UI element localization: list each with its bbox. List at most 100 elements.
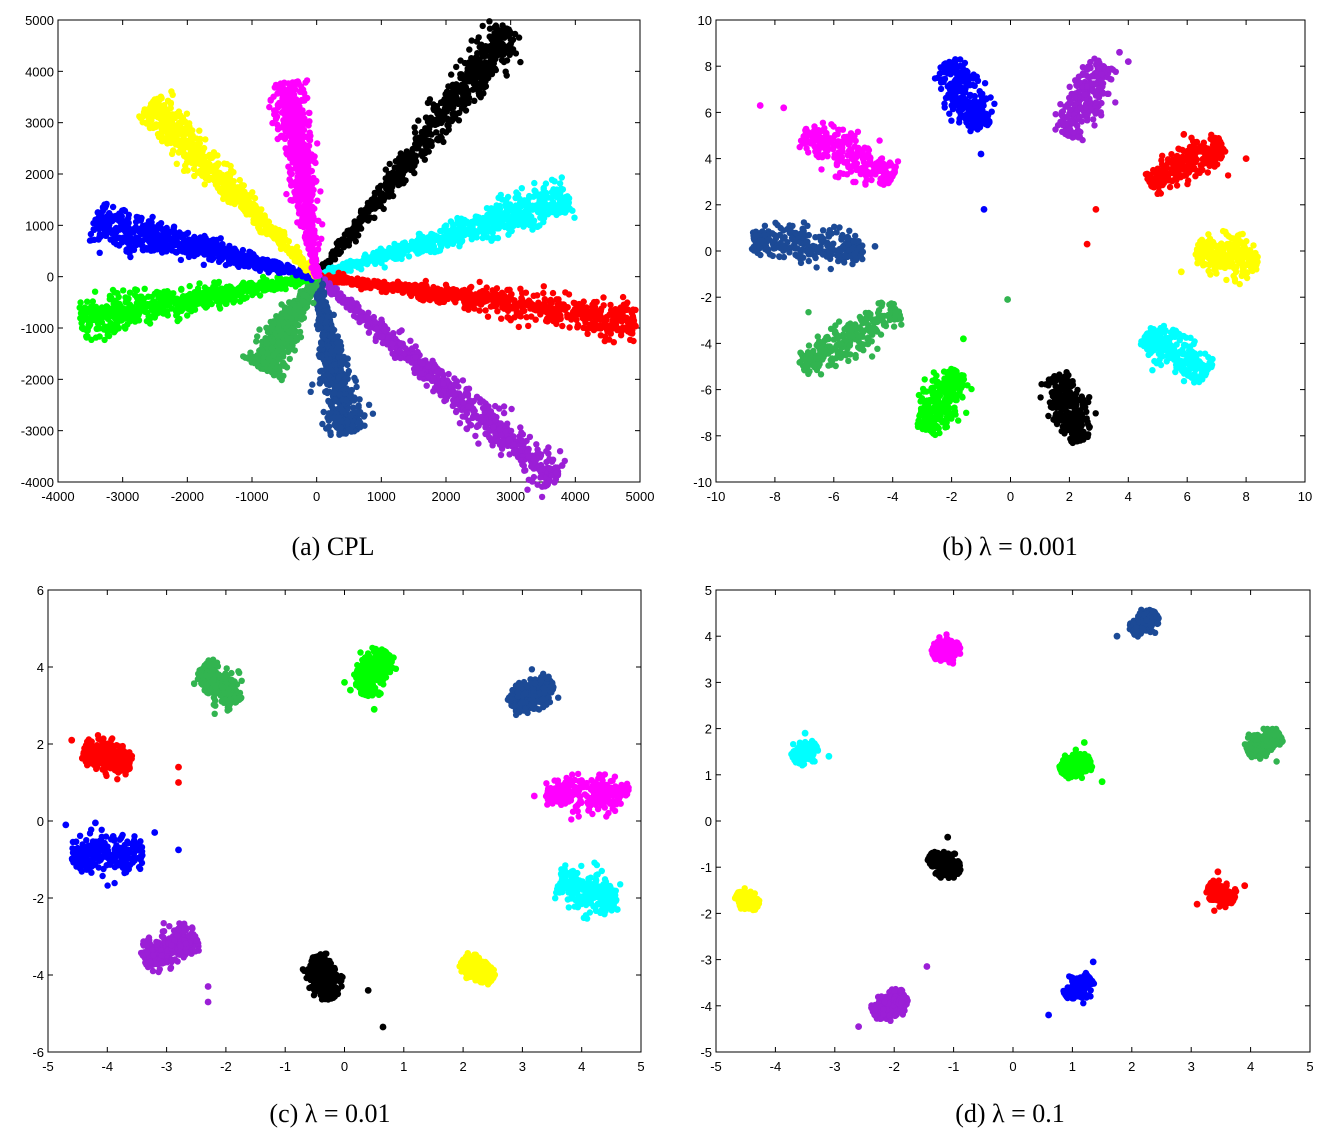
data-point [176,315,183,323]
data-point [307,388,314,395]
data-point [339,407,346,414]
data-point [508,405,515,413]
data-point [437,99,445,106]
data-point [352,377,359,385]
data-point [434,368,441,375]
data-point [451,232,459,240]
data-point [272,281,279,288]
data-point [523,314,530,321]
data-point [309,282,316,289]
x-tick-label: -2000 [171,489,204,504]
data-point [343,304,350,311]
data-point [455,97,462,104]
data-point [333,240,340,247]
data-point [478,223,486,230]
data-point [624,306,632,313]
data-point [385,282,392,290]
data-point [444,122,451,129]
data-point [557,189,564,196]
data-point [558,202,565,210]
data-point [357,207,365,215]
data-point [449,402,456,409]
data-point [432,121,439,128]
data-point [453,287,460,294]
data-point [541,480,549,487]
data-point [251,359,258,367]
data-point [111,289,119,296]
data-point [264,285,271,293]
data-point [465,306,472,313]
data-point [488,35,495,43]
data-point [501,210,508,217]
x-tick-label: 3000 [496,489,525,504]
data-point [194,285,202,292]
data-point [389,192,397,200]
data-point [455,117,463,124]
data-point [498,315,505,322]
data-point [325,264,333,272]
data-point [520,300,527,308]
data-point [259,273,267,281]
data-point [103,309,111,317]
data-point [531,304,538,311]
data-point [403,165,410,173]
data-point [440,234,447,241]
data-point [506,29,514,37]
data-point [526,433,534,441]
data-point [378,333,386,340]
data-point [201,290,209,298]
data-point [346,233,354,240]
data-point [507,295,514,302]
data-point [122,294,129,301]
series-0 [312,18,524,282]
data-point [120,287,127,294]
data-point [531,187,538,194]
data-point [342,396,350,404]
data-point [127,307,134,314]
data-point [503,57,511,64]
data-point [266,366,273,373]
data-point [502,68,509,75]
data-point [144,309,151,316]
data-point [510,441,517,448]
data-point [328,367,335,374]
data-point [566,324,573,331]
data-point [629,327,636,334]
data-point [300,314,308,322]
data-point [469,297,476,304]
data-point [439,115,446,122]
data-point [419,152,426,160]
data-point [335,373,342,381]
data-point [530,292,537,299]
data-point [91,288,99,295]
data-point [426,296,434,303]
data-point [345,367,352,375]
data-point [361,422,368,429]
data-point [382,166,389,173]
data-point [595,324,602,331]
data-point [479,22,486,30]
data-point [344,355,351,362]
data-point [543,189,550,197]
data-point [500,403,508,410]
data-point [466,46,473,53]
data-point [392,244,399,251]
data-point [375,184,383,192]
x-tick-label: 0 [313,489,320,504]
data-point [328,380,335,387]
data-point [492,402,499,410]
data-point [248,279,255,287]
y-tick-label: -1000 [21,321,54,336]
data-point [486,434,493,441]
x-tick-label: 2000 [432,489,461,504]
data-point [448,71,455,78]
data-point [256,292,264,299]
data-point [504,420,511,427]
data-point [443,284,451,291]
data-point [587,324,594,331]
data-point [240,294,247,301]
data-point [332,397,339,404]
data-point [424,99,432,107]
data-point [223,291,231,298]
x-tick-label: -1000 [235,489,268,504]
